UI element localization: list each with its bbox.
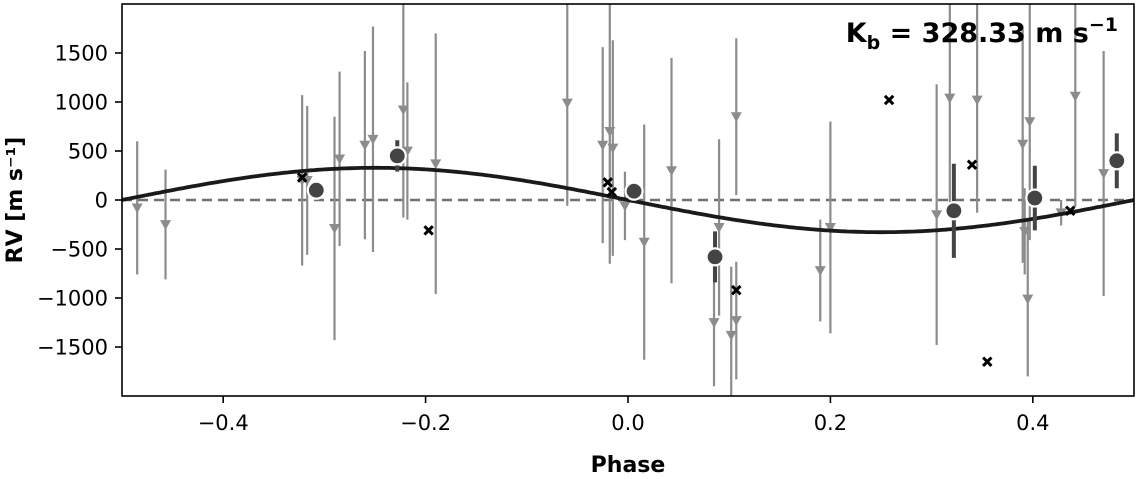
y-tick-label: −500 [50,238,108,262]
raw-point [666,166,678,177]
raw-point [597,140,609,151]
x-tick-label: 0.2 [814,411,847,435]
raw-point [619,201,631,212]
raw-point [730,112,742,123]
x-tick-label: −0.2 [400,411,451,435]
annotation-prefix: K [846,18,868,49]
raw-point [730,316,742,327]
raw-point [160,220,172,230]
raw-point [367,134,379,145]
cross-point [731,284,742,296]
raw-point [824,223,836,233]
raw-point [397,105,409,116]
x-axis-label: Phase [591,453,666,478]
raw-point [1098,169,1110,180]
raw-point [713,223,725,233]
cross-point [981,356,993,367]
y-tick-label: 500 [68,140,108,164]
cross-point [602,177,614,188]
raw-point [430,159,442,170]
raw-point [708,318,720,328]
raw-point [401,146,413,157]
raw-point [1024,117,1036,128]
binned-point [624,181,644,201]
binned-point [1107,151,1127,171]
binned-point [1025,188,1045,208]
axes-layer: −0.4 −0.2 0.0 0.2 0.4 −1500 −1000 −500 0 500 1000 1… [37,42,1050,436]
annotation-subscript: b [867,32,881,54]
annotation-value: = 328.33 m s [880,18,1089,49]
raw-point [1022,294,1034,305]
binned-point [944,201,964,221]
amplitude-annotation: Kb = 328.33 m s−1 [846,14,1118,54]
x-tick-label: 0.4 [1016,411,1049,435]
cross-point [606,186,618,198]
binned-point [705,247,725,267]
raw-point [814,266,826,277]
raw-point [607,143,619,154]
y-tick-label: −1000 [37,287,108,311]
y-tick-label: −1500 [37,336,108,360]
y-tick-label: 1500 [55,42,108,66]
cross-point [1064,205,1076,217]
x-tick-label: 0.0 [611,411,644,435]
raw-point [725,330,737,341]
cross-point [966,159,978,170]
raw-point [334,154,346,165]
y-tick-label: 1000 [55,91,108,115]
cross-point [883,94,895,106]
cross-point [296,172,308,183]
raw-point [931,210,943,221]
model-curve [122,165,1134,235]
raw-point [944,93,956,104]
x-tick-label: −0.4 [198,411,249,435]
raw-point [1069,91,1081,102]
y-axis-label: RV [m s⁻¹] [3,137,28,264]
y-tick-label: 0 [95,189,108,213]
raw-point [1017,139,1029,150]
cross-point [423,225,434,236]
plot-data-layer [122,4,1134,396]
annotation-superscript: −1 [1089,14,1118,36]
binned-point [387,146,407,166]
raw-point [638,237,650,248]
raw-point [131,203,143,214]
raw-point [971,95,983,106]
binned-point [306,180,326,200]
raw-point [329,224,341,234]
raw-point [561,98,573,109]
raw-point [359,140,371,151]
